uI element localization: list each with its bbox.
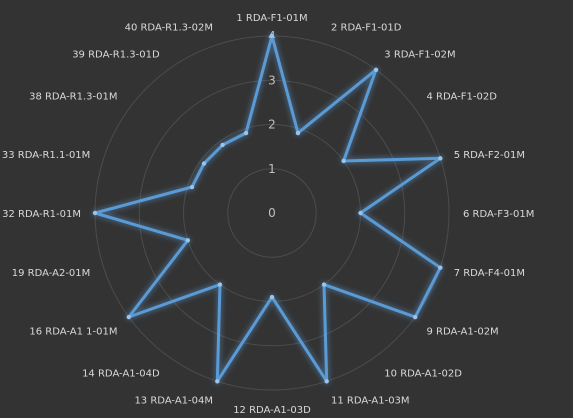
- category-label: 7 RDA-F4-01M: [454, 268, 525, 279]
- data-point-9: [321, 282, 327, 287]
- category-label: 32 RDA-R1-01M: [2, 209, 81, 220]
- data-point-13: [217, 282, 223, 287]
- category-label: 1 RDA-F1-01M: [236, 13, 307, 24]
- category-label: 3 RDA-F1-02M: [384, 50, 455, 61]
- gridline-ring-3: [138, 79, 406, 347]
- category-label: 10 RDA-A1-02D: [384, 369, 462, 380]
- category-label: 13 RDA-A1-04M: [134, 396, 213, 407]
- category-label: 39 RDA-R1.3-01D: [72, 50, 160, 61]
- radial-tick-label: 1: [268, 162, 276, 176]
- category-label: 6 RDA-F3-01M: [463, 209, 534, 220]
- category-label: 16 RDA-A1 1-01M: [29, 326, 117, 337]
- data-point-15: [185, 238, 191, 243]
- category-label: 14 RDA-A1-04D: [82, 369, 160, 380]
- radial-tick-label: 2: [268, 118, 276, 132]
- series-layer: [91, 32, 444, 385]
- data-point-7: [438, 265, 443, 270]
- data-point-1: [269, 33, 275, 39]
- data-point-19: [220, 142, 225, 148]
- category-labels: 1 RDA-F1-01M 2 RDA-F1-01D 3 RDA-F1-02M 4 RD…: [2, 13, 534, 416]
- category-label: 9 RDA-A1-02M: [427, 326, 499, 337]
- data-point-14: [126, 314, 132, 320]
- data-point-20: [243, 130, 249, 136]
- category-label: 4 RDA-F1-02D: [427, 92, 498, 103]
- data-point-3: [373, 67, 379, 73]
- category-label: 11 RDA-A1-03M: [331, 396, 410, 407]
- data-point-16: [92, 210, 98, 216]
- data-point-4: [341, 158, 346, 164]
- category-label: 5 RDA-F2-01M: [454, 150, 525, 161]
- data-point-5: [438, 156, 443, 161]
- category-label: 40 RDA-R1.3-02M: [125, 22, 213, 33]
- gridline-ring-1: [227, 168, 317, 258]
- category-label: 2 RDA-F1-01D: [331, 22, 402, 33]
- data-point-18: [201, 161, 207, 166]
- data-point-6: [358, 210, 363, 216]
- data-point-10: [324, 379, 329, 384]
- radial-tick-label: 0: [268, 206, 276, 220]
- category-label: 33 RDA-R1.1-01M: [2, 150, 90, 161]
- category-label: 12 RDA-A1-03D: [233, 405, 311, 416]
- data-point-11: [269, 294, 275, 300]
- data-point-12: [215, 379, 220, 384]
- data-point-8: [412, 314, 418, 320]
- category-label: 38 RDA-R1.3-01M: [29, 92, 117, 103]
- radial-tick-label: 3: [268, 73, 276, 87]
- category-label: 19 RDA-A2-01M: [12, 268, 91, 279]
- data-point-2: [295, 130, 301, 136]
- data-point-17: [189, 184, 195, 190]
